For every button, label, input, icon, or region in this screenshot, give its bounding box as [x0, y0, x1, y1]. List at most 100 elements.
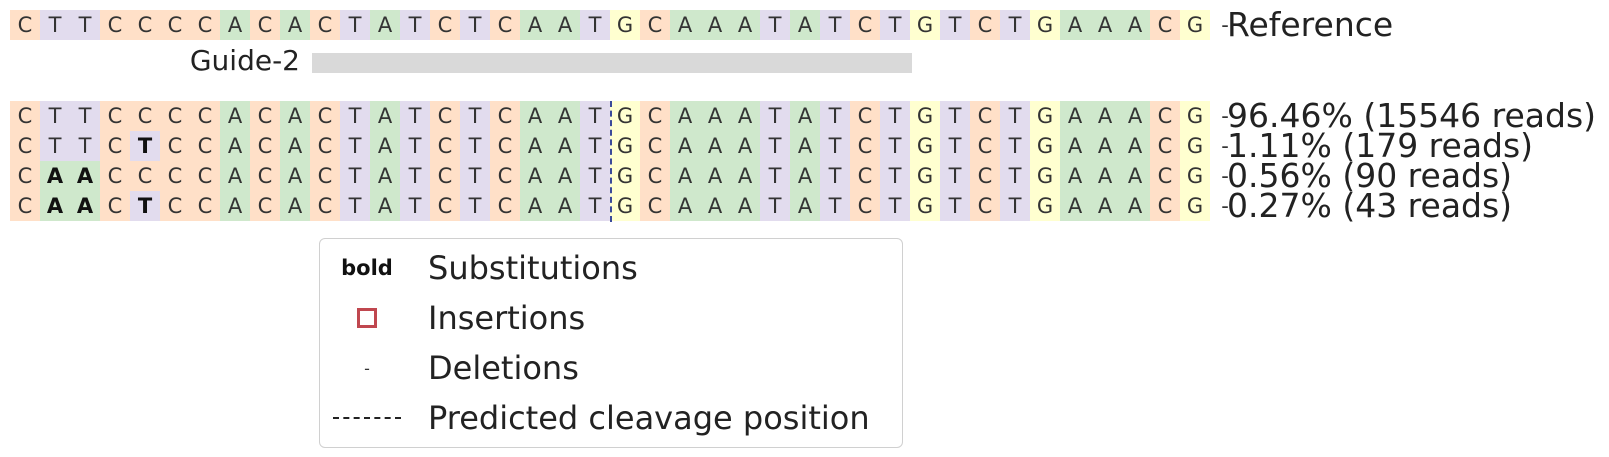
nucleotide-cell: A	[1120, 161, 1150, 191]
nucleotide-cell: T	[760, 10, 790, 40]
nucleotide-cell: C	[970, 161, 1000, 191]
nucleotide-cell: G	[910, 191, 940, 221]
nucleotide-cell: A	[520, 101, 550, 131]
nucleotide-cell: C	[850, 101, 880, 131]
nucleotide-cell: T	[880, 131, 910, 161]
nucleotide-cell: A	[220, 131, 250, 161]
nucleotide-cell: C	[190, 191, 220, 221]
nucleotide-cell: A	[1060, 161, 1090, 191]
nucleotide-cell: C	[430, 131, 460, 161]
nucleotide-cell: C	[490, 191, 520, 221]
nucleotide-cell: A	[370, 101, 400, 131]
nucleotide-cell: C	[160, 131, 190, 161]
nucleotide-cell: C	[850, 191, 880, 221]
nucleotide-cell: T	[820, 191, 850, 221]
nucleotide-cell: C	[970, 10, 1000, 40]
guide-label: Guide-2	[189, 44, 300, 77]
nucleotide-cell: T	[130, 131, 160, 161]
nucleotide-cell: C	[490, 161, 520, 191]
nucleotide-cell: A	[520, 191, 550, 221]
nucleotide-cell: C	[250, 161, 280, 191]
nucleotide-cell: C	[1150, 101, 1180, 131]
nucleotide-cell: A	[220, 10, 250, 40]
nucleotide-cell: C	[190, 131, 220, 161]
nucleotide-cell: G	[1180, 191, 1210, 221]
legend-item-substitutions: bold Substitutions	[320, 243, 900, 293]
nucleotide-cell: -	[1221, 194, 1229, 218]
cleavage-symbol	[320, 393, 414, 443]
nucleotide-cell: C	[430, 101, 460, 131]
nucleotide-cell: C	[430, 161, 460, 191]
nucleotide-cell: A	[370, 161, 400, 191]
nucleotide-cell: -	[1221, 104, 1229, 128]
nucleotide-cell: C	[310, 10, 340, 40]
nucleotide-cell: G	[1030, 101, 1060, 131]
nucleotide-cell: A	[700, 101, 730, 131]
nucleotide-cell: T	[580, 101, 610, 131]
nucleotide-cell: C	[640, 161, 670, 191]
nucleotide-cell: A	[670, 191, 700, 221]
nucleotide-cell: T	[580, 191, 610, 221]
nucleotide-cell: T	[940, 131, 970, 161]
deletion-symbol: -	[320, 343, 414, 393]
nucleotide-cell: T	[940, 101, 970, 131]
nucleotide-cell: A	[670, 101, 700, 131]
nucleotide-cell: A	[520, 161, 550, 191]
nucleotide-cell: A	[40, 161, 70, 191]
nucleotide-cell: C	[10, 191, 40, 221]
nucleotide-cell: A	[280, 161, 310, 191]
nucleotide-cell: T	[580, 161, 610, 191]
nucleotide-cell: C	[310, 101, 340, 131]
nucleotide-cell: T	[880, 101, 910, 131]
nucleotide-cell: T	[580, 10, 610, 40]
legend-label: Substitutions	[428, 249, 638, 287]
nucleotide-cell: A	[220, 161, 250, 191]
nucleotide-cell: A	[670, 161, 700, 191]
nucleotide-cell: G	[1180, 10, 1210, 40]
nucleotide-cell: T	[760, 161, 790, 191]
nucleotide-cell: A	[1090, 131, 1120, 161]
nucleotide-cell: T	[820, 10, 850, 40]
nucleotide-cell: T	[460, 10, 490, 40]
nucleotide-cell: C	[130, 101, 160, 131]
nucleotide-cell: C	[100, 10, 130, 40]
nucleotide-cell: C	[10, 10, 40, 40]
nucleotide-cell: A	[1090, 101, 1120, 131]
nucleotide-cell: A	[1120, 131, 1150, 161]
nucleotide-cell: C	[850, 10, 880, 40]
nucleotide-cell: T	[460, 101, 490, 131]
nucleotide-cell: G	[1030, 161, 1060, 191]
nucleotide-cell: A	[1090, 191, 1120, 221]
nucleotide-cell: G	[610, 10, 640, 40]
nucleotide-cell: A	[550, 161, 580, 191]
nucleotide-cell: C	[310, 191, 340, 221]
nucleotide-cell: C	[970, 101, 1000, 131]
predicted-cleavage-line	[610, 101, 612, 222]
nucleotide-cell: T	[70, 10, 100, 40]
nucleotide-cell: C	[640, 101, 670, 131]
nucleotide-cell: A	[370, 10, 400, 40]
nucleotide-cell: G	[910, 161, 940, 191]
nucleotide-cell: A	[700, 131, 730, 161]
nucleotide-cell: A	[700, 191, 730, 221]
nucleotide-cell: T	[820, 131, 850, 161]
nucleotide-cell: A	[520, 10, 550, 40]
nucleotide-cell: A	[790, 131, 820, 161]
nucleotide-cell: C	[640, 10, 670, 40]
nucleotide-cell: C	[130, 10, 160, 40]
nucleotide-cell: A	[280, 10, 310, 40]
nucleotide-cell: C	[1150, 10, 1180, 40]
nucleotide-cell: G	[1030, 191, 1060, 221]
nucleotide-cell: C	[430, 191, 460, 221]
nucleotide-cell: T	[340, 161, 370, 191]
nucleotide-cell: A	[280, 191, 310, 221]
nucleotide-cell: T	[880, 10, 910, 40]
nucleotide-cell: T	[340, 101, 370, 131]
nucleotide-cell: A	[790, 161, 820, 191]
nucleotide-cell: G	[1180, 161, 1210, 191]
nucleotide-cell: A	[730, 191, 760, 221]
nucleotide-cell: A	[670, 10, 700, 40]
nucleotide-cell: A	[280, 131, 310, 161]
nucleotide-cell: G	[910, 101, 940, 131]
